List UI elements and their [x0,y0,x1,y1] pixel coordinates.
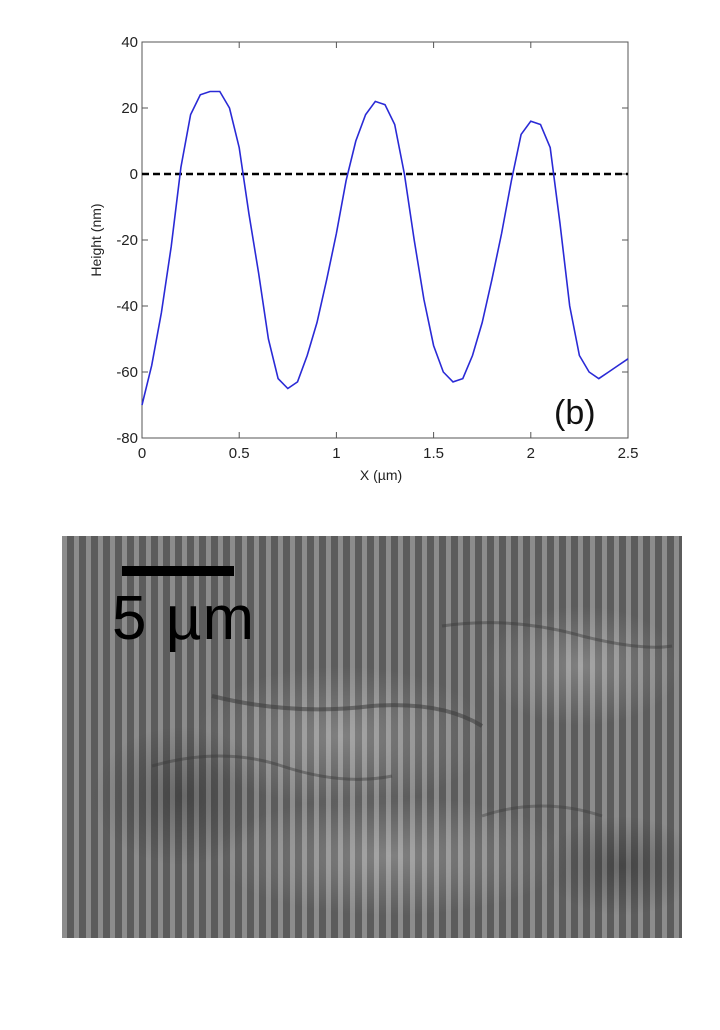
x-tick-label: 1.5 [423,445,444,462]
plot-area [141,41,629,439]
y-tick-label: 20 [121,100,138,117]
y-tick-label: 0 [130,166,138,183]
scale-bar [122,566,234,576]
tick-labels: 0 0.5 1 1.5 2 2.5 -80 -60 -40 -20 0 20 40 [116,34,638,462]
micrograph-texture [62,536,682,938]
x-tick-label: 1 [332,445,340,462]
height-profile-line [141,90,629,406]
y-axis-title: Height (nm) [88,203,104,276]
x-axis-title: X (µm) [360,467,402,483]
y-tick-label: -20 [116,232,138,249]
y-tick-label: -40 [116,298,138,315]
y-tick-label: 40 [121,34,138,51]
x-tick-label: 0.5 [229,445,250,462]
axis-ticks [141,41,629,439]
scale-bar-label: 5 µm [112,584,256,653]
panel-label: (b) [554,394,596,432]
x-tick-label: 2 [527,445,535,462]
height-profile-chart: 0 0.5 1 1.5 2 2.5 -80 -60 -40 -20 0 20 40 X (µm) Hei… [88,34,638,483]
x-tick-label: 0 [138,445,146,462]
y-tick-label: -80 [116,430,138,447]
sem-micrograph: 5 µm [62,536,682,938]
y-tick-label: -60 [116,364,138,381]
x-tick-label: 2.5 [618,445,639,462]
